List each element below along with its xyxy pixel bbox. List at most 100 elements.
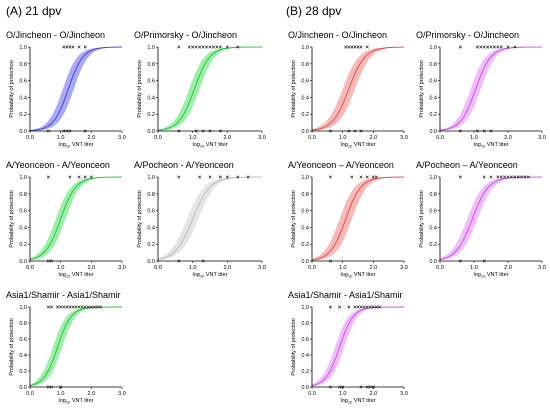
protected-marker [458,175,462,179]
protected-marker [353,45,357,49]
y-tick-label: 0.0 [19,129,27,135]
protected-marker [356,305,360,309]
chart-panel: O/Jincheon - O/Jincheon 0.0 0.2 0.4 0.6 0.8 1.… [288,30,408,149]
y-tick-label: 0.2 [301,242,309,248]
protected-marker [65,305,69,309]
y-tick-label: 0.4 [429,95,437,101]
protected-marker [328,175,332,179]
y-tick-label: 0.0 [301,385,309,391]
x-tick-label: 1.0 [339,265,347,271]
y-tick-label: 0.2 [301,369,309,375]
y-tick-label: 0.6 [301,337,309,343]
y-tick-label: 0.0 [19,259,27,265]
confidence-band [440,47,542,131]
unprotected-marker [359,385,363,389]
protected-marker [77,175,81,179]
y-axis-label: Probability of protection [419,190,425,247]
protected-marker [344,45,348,49]
unprotected-marker [328,259,332,263]
y-tick-label: 0.4 [19,225,27,231]
y-tick-label: 0.6 [147,209,155,215]
unprotected-marker [49,259,53,263]
unprotected-marker [194,129,198,133]
protected-marker [509,175,513,179]
y-tick-label: 0.8 [301,192,309,198]
y-axis-label: Probability of protection [9,190,15,247]
protected-marker [506,45,510,49]
unprotected-marker [59,385,63,389]
protected-marker [201,45,205,49]
chart-panel: A/Yeonceon - A/Yeonceon 0.0 0.2 0.4 0.6 0.8 1.… [6,160,126,279]
y-tick-label: 0.2 [19,369,27,375]
y-tick-label: 1.0 [147,45,155,51]
protected-marker [65,45,69,49]
protected-marker [71,305,75,309]
panel-label-a: (A) 21 dpv [6,4,62,18]
x-tick-label: 3.0 [538,135,546,141]
confidence-band [158,47,262,131]
x-tick-label: 3.0 [118,265,126,271]
protected-marker [187,45,191,49]
x-axis-label: log10 VNT titer [193,142,228,149]
x-tick-label: 1.0 [339,135,347,141]
chart-title: Asia1/Shamir - Asia1/Shamir [6,290,121,300]
protected-marker [71,45,75,49]
unprotected-marker [368,385,372,389]
unprotected-marker [359,129,363,133]
protected-marker [506,175,510,179]
x-tick-label: 2.0 [370,135,378,141]
protected-marker [77,305,81,309]
protected-marker [458,45,462,49]
x-tick-label: 1.0 [339,391,347,397]
protected-marker [68,45,72,49]
y-tick-label: 0.2 [301,112,309,118]
protected-marker [92,305,96,309]
y-tick-label: 0.4 [19,95,27,101]
x-axis-label: log10 VNT titer [341,398,376,405]
y-tick-label: 0.0 [147,129,155,135]
protected-marker [365,305,369,309]
protected-marker [74,305,78,309]
fit-curve [311,176,405,261]
x-axis-label: log10 VNT titer [193,272,228,279]
unprotected-marker [46,129,50,133]
x-tick-label: 0.0 [26,135,34,141]
protected-marker [489,45,493,49]
y-tick-label: 1.0 [301,305,309,311]
protected-marker [86,305,90,309]
y-tick-label: 0.0 [429,129,437,135]
unprotected-marker [65,129,69,133]
fit-curve [439,46,543,131]
y-tick-label: 0.8 [19,321,27,327]
protected-marker [205,45,209,49]
y-tick-label: 0.6 [301,209,309,215]
protected-marker [496,175,500,179]
y-tick-label: 0.4 [19,353,27,359]
unprotected-marker [218,129,222,133]
unprotected-marker [177,129,181,133]
unprotected-marker [68,129,72,133]
protected-marker [191,45,195,49]
x-tick-label: 0.0 [308,265,316,271]
y-tick-label: 0.4 [147,225,155,231]
chart-panel: Asia1/Shamir - Asia1/Shamir 0.0 0.2 0.4 0.6 0… [288,290,408,405]
protected-marker [218,175,222,179]
unprotected-marker [341,385,345,389]
x-tick-label: 0.0 [154,265,162,271]
unprotected-marker [201,259,205,263]
x-tick-label: 2.0 [88,265,96,271]
protected-marker [489,175,493,179]
protected-marker [194,45,198,49]
protected-marker [83,305,87,309]
unprotected-marker [458,129,462,133]
x-tick-label: 3.0 [400,135,408,141]
protected-marker [368,305,372,309]
y-tick-label: 0.8 [19,62,27,68]
x-axis-label: log10 VNT titer [59,142,94,149]
chart-panel: O/Primorsky - O/Jincheon 0.0 0.2 0.4 0.6 0.8 1… [134,30,266,149]
protected-marker [374,305,378,309]
y-tick-label: 0.4 [429,225,437,231]
protected-marker [513,45,517,49]
unprotected-marker [338,385,342,389]
y-tick-label: 0.4 [301,95,309,101]
